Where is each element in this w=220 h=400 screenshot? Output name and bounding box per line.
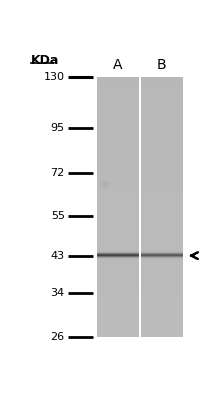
Text: 43: 43 <box>51 251 65 261</box>
Text: KDa: KDa <box>31 54 60 67</box>
Bar <box>139 77 141 337</box>
Bar <box>97 77 139 337</box>
Text: 34: 34 <box>51 288 65 298</box>
Text: 26: 26 <box>51 332 65 342</box>
Text: 95: 95 <box>51 123 65 133</box>
Text: 72: 72 <box>50 168 65 178</box>
Bar <box>141 77 183 337</box>
Text: A: A <box>113 58 123 72</box>
Text: B: B <box>157 58 167 72</box>
Text: 130: 130 <box>44 72 65 82</box>
Text: 55: 55 <box>51 211 65 221</box>
